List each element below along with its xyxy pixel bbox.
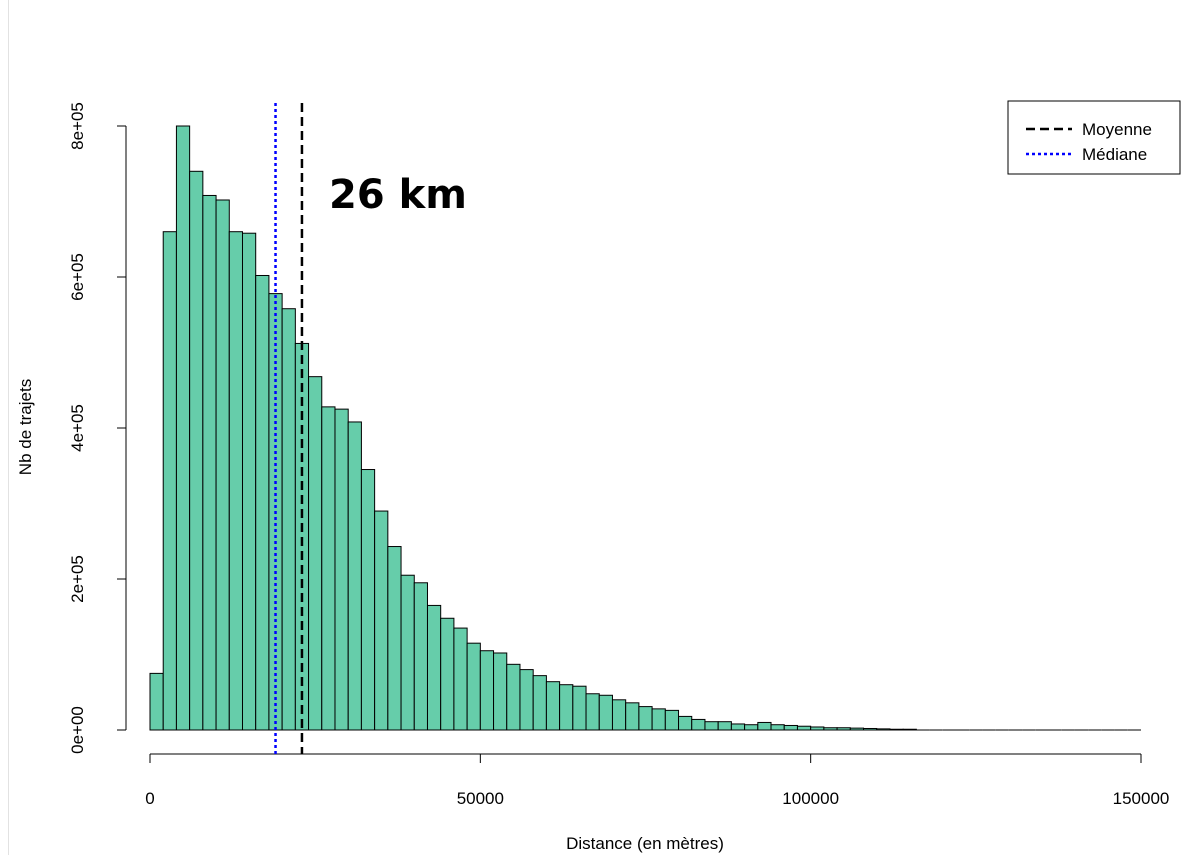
histogram-bar [334, 408, 349, 731]
histogram-bar [175, 125, 191, 731]
histogram-bar [651, 708, 666, 731]
histogram-bar [400, 574, 415, 731]
x-axis: 0 50000 100000 150000 [145, 753, 1170, 808]
histogram-bar [664, 709, 680, 731]
histogram-bar [228, 231, 243, 731]
histogram-bar [796, 725, 812, 731]
histogram-bar [202, 194, 217, 731]
histogram-bar [440, 617, 455, 731]
histogram-bar [347, 421, 362, 731]
x-axis-label: Distance (en mètres) [566, 834, 724, 853]
histogram-bar [823, 727, 838, 731]
y-tick-label: 8e+05 [68, 102, 87, 150]
histogram-bar [519, 669, 534, 731]
histogram-bar [387, 546, 402, 731]
legend: Moyenne Médiane [1007, 100, 1181, 175]
histogram-bar [189, 170, 204, 731]
histogram-bar [863, 727, 878, 731]
legend-label: Moyenne [1082, 120, 1152, 139]
histogram-bar [638, 706, 653, 731]
histogram-bar [255, 274, 270, 731]
x-tick-label: 0 [145, 789, 154, 808]
histogram-bar [215, 199, 230, 731]
histogram-bar [321, 406, 336, 731]
histogram-bar [426, 604, 442, 731]
y-tick-label: 0e+00 [68, 706, 87, 754]
y-tick-label: 6e+05 [68, 253, 87, 301]
x-tick-label: 50000 [457, 789, 504, 808]
histogram-bar [545, 681, 561, 731]
histogram-bar [783, 724, 798, 731]
histogram-bar [241, 232, 257, 731]
histogram-bar [704, 721, 719, 731]
histogram-bar [849, 727, 865, 731]
histogram-bar [453, 627, 468, 731]
histogram-bar [744, 724, 759, 731]
histogram-bar [281, 308, 296, 731]
histogram-bar [770, 724, 785, 731]
histogram-bar [162, 231, 177, 731]
bars-layer [149, 125, 1141, 731]
histogram-bar [413, 582, 428, 731]
histogram-bar [902, 728, 917, 731]
histogram-bar [149, 672, 164, 731]
histogram-bar [836, 727, 851, 731]
y-tick-label: 2e+05 [68, 555, 87, 603]
histogram-bar [757, 721, 772, 731]
x-tick-label: 100000 [782, 789, 839, 808]
histogram-bar [625, 702, 640, 731]
histogram-bar [598, 694, 613, 731]
y-tick-label: 4e+05 [68, 404, 87, 452]
histogram-bar [691, 718, 706, 731]
histogram-bar [585, 693, 600, 731]
histogram-bar [889, 728, 904, 731]
legend-label: Médiane [1082, 145, 1147, 164]
frame-divider [8, 0, 9, 855]
histogram-bar [532, 675, 547, 731]
histogram-bar [479, 650, 495, 731]
histogram-bar [493, 652, 508, 731]
histogram-bar [678, 715, 693, 731]
histogram-bar [559, 684, 574, 731]
x-tick-label: 150000 [1113, 789, 1170, 808]
histogram-bar [506, 663, 521, 731]
histogram-bar [730, 723, 746, 731]
histogram-bar [360, 469, 376, 731]
histogram-bar [308, 376, 323, 731]
histogram-bar [810, 726, 825, 731]
mean-annotation: 26 km [329, 172, 467, 218]
histogram-bar [374, 510, 389, 731]
histogram-bar [717, 721, 732, 731]
y-axis-label: Nb de trajets [16, 379, 35, 475]
legend-box [1007, 100, 1181, 175]
y-axis: 0e+00 2e+05 4e+05 6e+05 8e+05 [68, 102, 127, 754]
histogram-bar [466, 642, 481, 731]
reference-lines [274, 103, 304, 754]
histogram-bar [611, 699, 627, 731]
histogram-bar [876, 728, 891, 731]
histogram-bar [572, 685, 587, 731]
